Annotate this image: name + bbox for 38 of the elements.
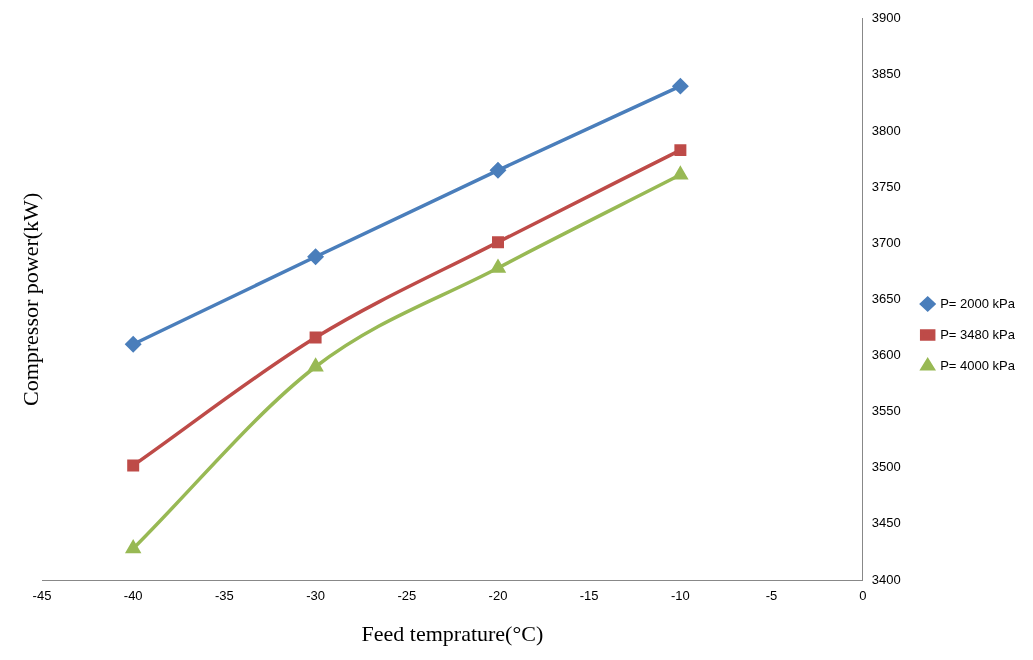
x-tick-label: -20: [488, 588, 508, 604]
x-tick-label: -10: [670, 588, 690, 604]
x-tick-label: -45: [32, 588, 52, 604]
point: [126, 540, 141, 554]
point: [490, 162, 506, 179]
x-tick-label: -30: [306, 588, 325, 604]
y-axis-title: Compressor power(kW): [17, 192, 43, 407]
y-tick-label: 3700: [871, 234, 901, 250]
y-tick-label: 3800: [871, 122, 901, 138]
x-tick-label: -5: [765, 588, 778, 604]
y-tick-label: 3900: [871, 10, 901, 26]
x-tick-label: -35: [215, 588, 234, 604]
y-tick-label: 3600: [871, 347, 901, 363]
legend-label: P= 3480 kPa: [940, 326, 1016, 342]
y-tick-label: 3750: [871, 178, 901, 194]
point: [309, 331, 322, 344]
point: [673, 167, 688, 180]
legend-label: P= 4000 kPa: [940, 357, 1016, 373]
x-axis-title: Feed temprature(°C): [361, 620, 544, 646]
point: [491, 236, 504, 249]
y-tick-label: 3450: [871, 515, 901, 531]
point: [127, 459, 140, 472]
point: [308, 358, 323, 372]
point: [125, 336, 141, 353]
point: [674, 144, 687, 157]
point: [672, 78, 689, 94]
point: [491, 260, 505, 273]
y-tick-label: 3500: [871, 459, 901, 475]
y-tick-label: 3850: [871, 66, 901, 82]
x-tick-label: 0: [859, 588, 867, 604]
x-tick-label: -40: [123, 588, 143, 604]
x-tick-label: -25: [397, 588, 417, 604]
point: [307, 249, 324, 265]
y-tick-label: 3550: [871, 403, 901, 419]
legend-label: P= 2000 kPa: [940, 295, 1016, 311]
y-tick-label: 3650: [871, 290, 901, 306]
y-tick-label: 3400: [871, 571, 901, 587]
x-tick-label: -15: [579, 588, 599, 604]
